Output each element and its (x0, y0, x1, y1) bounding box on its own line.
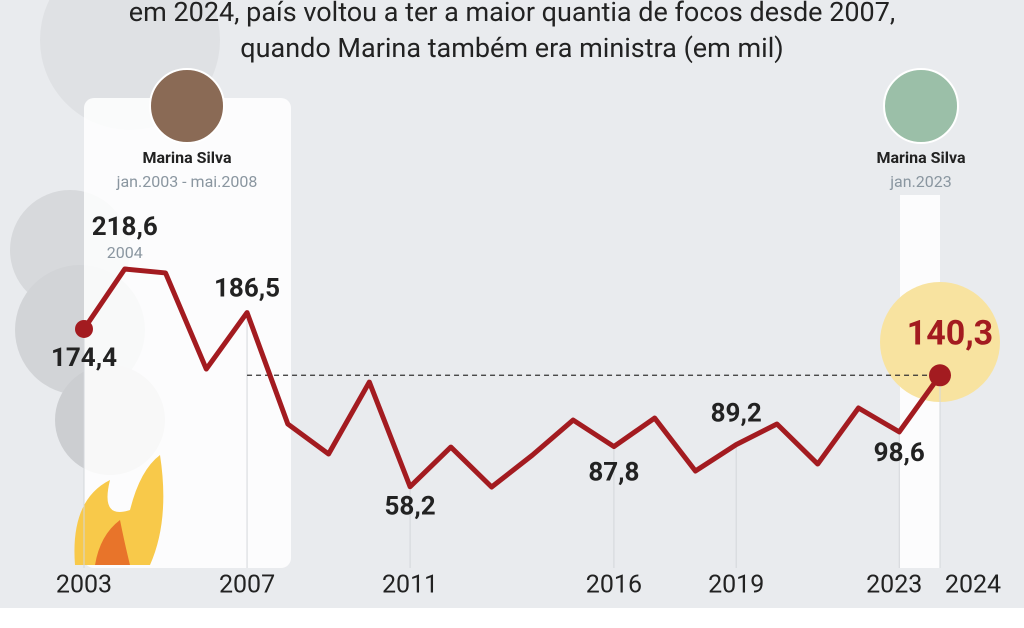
person-name: Marina Silva (142, 148, 231, 167)
data-label: 140,3 (907, 313, 993, 353)
title: em 2024, país voltou a ter a maior quant… (129, 0, 895, 28)
data-label: 218,6 (92, 212, 158, 242)
person-name: Marina Silva (876, 148, 965, 167)
term-period: jan.2003 - mai.2008 (116, 172, 258, 191)
data-label: 186,5 (214, 273, 280, 303)
x-tick-label: 2007 (219, 571, 275, 600)
x-tick-label: 2024 (945, 571, 1001, 600)
line (81, 266, 943, 490)
point (929, 364, 951, 387)
data-label: 87,8 (588, 457, 639, 487)
x-tick-label: 2011 (382, 571, 438, 600)
data-label: 98,6 (874, 438, 925, 468)
point (75, 319, 93, 338)
x-tick-label: 2016 (586, 571, 642, 600)
photo (883, 68, 959, 144)
title: quando Marina também era ministra (em mi… (240, 32, 783, 64)
x-tick-label: 2023 (866, 571, 922, 600)
x-tick-label: 2003 (56, 571, 112, 600)
bottom-strip (0, 608, 1024, 628)
flame (95, 520, 130, 565)
data-label: 174,4 (51, 343, 117, 373)
peak-year-label: 2004 (107, 243, 143, 262)
photo (149, 68, 225, 144)
data-label: 89,2 (711, 399, 762, 429)
term-band (84, 98, 291, 568)
x-tick-label: 2019 (708, 571, 764, 600)
highlight (880, 282, 1000, 402)
data-label: 58,2 (385, 492, 436, 522)
term-period: jan.2023 (889, 172, 952, 191)
flame (74, 455, 164, 565)
